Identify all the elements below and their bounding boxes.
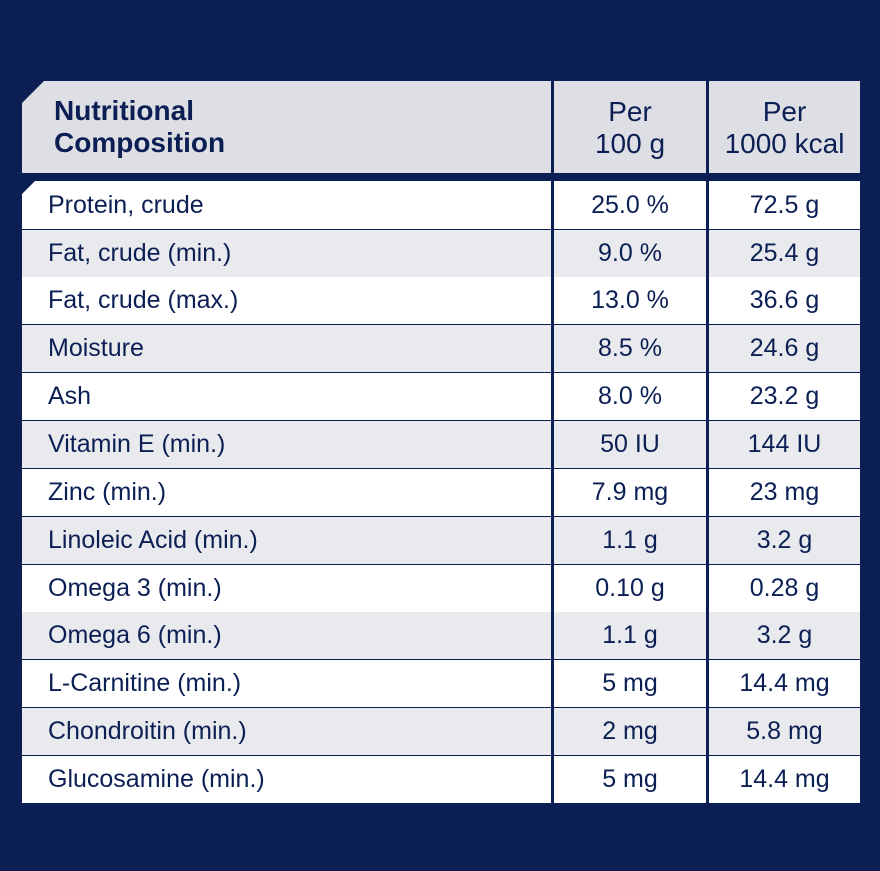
per-1000kcal-cell: 5.8 mg: [709, 708, 860, 755]
per-100g-cell: 8.0 %: [554, 373, 706, 420]
table-row: Omega 6 (min.) 1.1 g 3.2 g: [22, 612, 860, 659]
per-1000kcal-cell: 0.28 g: [709, 565, 860, 612]
nutrient-cell: Glucosamine (min.): [22, 756, 551, 803]
per-100g-cell: 8.5 %: [554, 325, 706, 372]
header-col1-line1: Per: [608, 96, 652, 127]
per-1000kcal-cell: 36.6 g: [709, 277, 860, 324]
table-row: Protein, crude 25.0 % 72.5 g: [22, 181, 860, 229]
header-label-line1: Nutritional: [54, 95, 194, 126]
table-row: Chondroitin (min.) 2 mg 5.8 mg: [22, 708, 860, 755]
header-label-line2: Composition: [54, 127, 226, 158]
nutrient-cell: Protein, crude: [22, 181, 551, 229]
header-col2-line1: Per: [762, 96, 807, 127]
table-row: L-Carnitine (min.) 5 mg 14.4 mg: [22, 660, 860, 707]
nutrient-cell: Linoleic Acid (min.): [22, 517, 551, 564]
per-100g-cell: 5 mg: [554, 660, 706, 707]
per-100g-cell: 7.9 mg: [554, 469, 706, 516]
nutrient-cell: Fat, crude (min.): [22, 230, 551, 277]
table-header-per-100g: Per 100 g: [554, 81, 706, 173]
per-100g-cell: 2 mg: [554, 708, 706, 755]
table-body: Protein, crude 25.0 % 72.5 g Fat, crude (mi…: [22, 181, 860, 804]
per-100g-cell: 5 mg: [554, 756, 706, 803]
table-row: Zinc (min.) 7.9 mg 23 mg: [22, 469, 860, 516]
nutrition-table: Nutritional Composition Per 100 g Per 10…: [22, 81, 860, 804]
per-100g-cell: 1.1 g: [554, 517, 706, 564]
table-header-per-1000kcal: Per 1000 kcal: [709, 81, 860, 173]
table-row: Fat, crude (min.) 9.0 % 25.4 g: [22, 230, 860, 277]
table-row: Moisture 8.5 % 24.6 g: [22, 325, 860, 372]
table-row: Linoleic Acid (min.) 1.1 g 3.2 g: [22, 517, 860, 564]
nutrient-cell: Vitamin E (min.): [22, 421, 551, 468]
per-100g-cell: 0.10 g: [554, 565, 706, 612]
header-col2-line2: 1000 kcal: [724, 128, 845, 159]
table-row: Vitamin E (min.) 50 IU 144 IU: [22, 421, 860, 468]
per-100g-cell: 1.1 g: [554, 612, 706, 659]
table-header-label: Nutritional Composition: [22, 81, 551, 173]
per-100g-cell: 9.0 %: [554, 230, 706, 277]
header-col1-line2: 100 g: [594, 128, 666, 159]
table-row: Fat, crude (max.) 13.0 % 36.6 g: [22, 277, 860, 324]
table-row: Omega 3 (min.) 0.10 g 0.28 g: [22, 565, 860, 612]
nutrient-cell: Omega 3 (min.): [22, 565, 551, 612]
per-1000kcal-cell: 72.5 g: [709, 181, 860, 229]
nutrient-cell: Zinc (min.): [22, 469, 551, 516]
nutrient-cell: Chondroitin (min.): [22, 708, 551, 755]
per-1000kcal-cell: 144 IU: [709, 421, 860, 468]
nutrient-cell: L-Carnitine (min.): [22, 660, 551, 707]
per-1000kcal-cell: 3.2 g: [709, 612, 860, 659]
nutrient-cell: Ash: [22, 373, 551, 420]
table-row: Glucosamine (min.) 5 mg 14.4 mg: [22, 756, 860, 803]
per-100g-cell: 25.0 %: [554, 181, 706, 229]
per-1000kcal-cell: 23 mg: [709, 469, 860, 516]
per-100g-cell: 13.0 %: [554, 277, 706, 324]
per-1000kcal-cell: 3.2 g: [709, 517, 860, 564]
per-100g-cell: 50 IU: [554, 421, 706, 468]
per-1000kcal-cell: 23.2 g: [709, 373, 860, 420]
per-1000kcal-cell: 14.4 mg: [709, 660, 860, 707]
nutrient-cell: Omega 6 (min.): [22, 612, 551, 659]
per-1000kcal-cell: 14.4 mg: [709, 756, 860, 803]
per-1000kcal-cell: 24.6 g: [709, 325, 860, 372]
per-1000kcal-cell: 25.4 g: [709, 230, 860, 277]
nutrient-cell: Fat, crude (max.): [22, 277, 551, 324]
nutrient-cell: Moisture: [22, 325, 551, 372]
table-row: Ash 8.0 % 23.2 g: [22, 373, 860, 420]
